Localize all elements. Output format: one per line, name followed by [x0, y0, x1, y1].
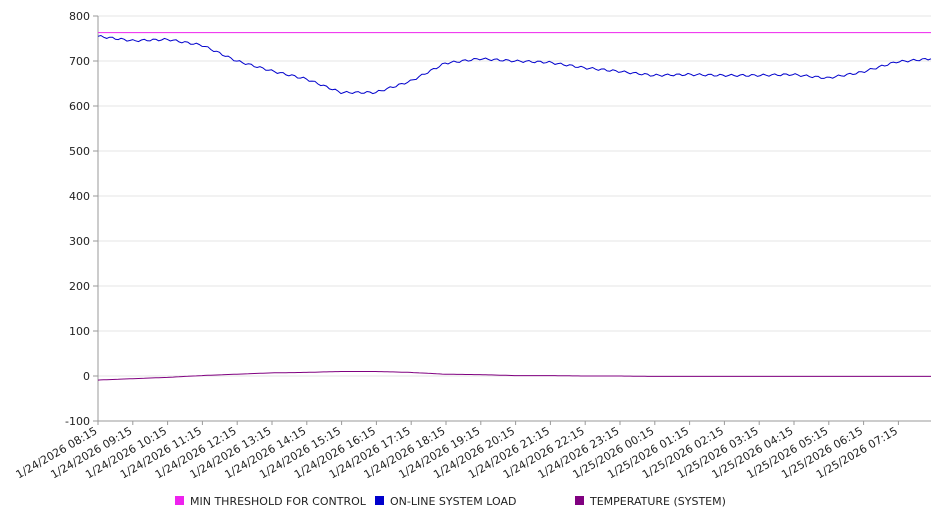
legend-swatch — [175, 496, 184, 505]
y-tick-label: 200 — [69, 280, 90, 293]
y-tick-label: -100 — [65, 415, 90, 428]
legend-label: TEMPERATURE (SYSTEM) — [589, 495, 726, 508]
series-lines — [97, 32, 932, 381]
legend-label: ON-LINE SYSTEM LOAD — [390, 495, 516, 508]
legend-label: MIN THRESHOLD FOR CONTROL — [190, 495, 367, 508]
legend-swatch — [375, 496, 384, 505]
series-line-1 — [97, 34, 932, 95]
y-axis: 800 700 600 500 400 300 200 100 0 -100 — [65, 10, 98, 428]
y-tick-label: 700 — [69, 55, 90, 68]
grid-lines — [98, 15, 931, 422]
axes — [97, 16, 931, 422]
y-tick-label: 100 — [69, 325, 90, 338]
y-tick-label: 600 — [69, 100, 90, 113]
y-tick-label: 800 — [69, 10, 90, 23]
y-tick-label: 0 — [83, 370, 90, 383]
series-line-2 — [97, 371, 931, 381]
legend-swatch — [575, 496, 584, 505]
y-tick-label: 400 — [69, 190, 90, 203]
y-tick-label: 500 — [69, 145, 90, 158]
x-axis: 1/24/2026 08:151/24/2026 09:151/24/2026 … — [14, 421, 900, 481]
legend: MIN THRESHOLD FOR CONTROL ON-LINE SYSTEM … — [175, 495, 726, 508]
y-tick-label: 300 — [69, 235, 90, 248]
